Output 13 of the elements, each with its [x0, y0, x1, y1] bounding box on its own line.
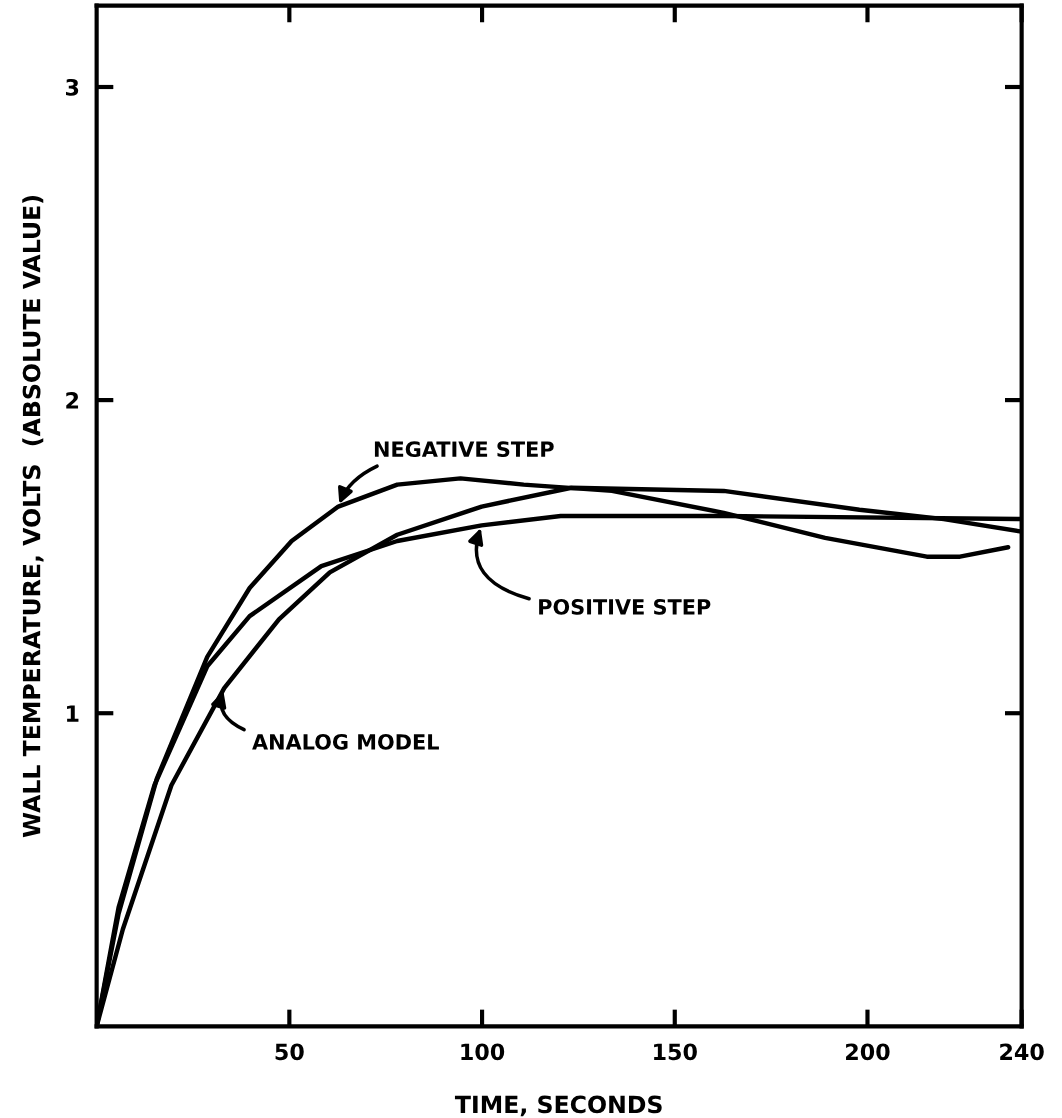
- x-tick-label: 240: [1000, 1043, 1044, 1061]
- x-tick-label: 200: [846, 1043, 890, 1061]
- x-tick-label: 50: [275, 1043, 304, 1061]
- annotation: POSITIVE STEP: [539, 598, 711, 615]
- y-axis-title: WALL TEMPERATURE, VOLTS (ABSOLUTE VALUE): [22, 196, 44, 838]
- x-tick-label: 100: [461, 1043, 505, 1061]
- annotation: NEGATIVE STEP: [374, 441, 554, 458]
- annotation: ANALOG MODEL: [252, 734, 439, 750]
- y-tick-label: 2: [66, 392, 79, 409]
- x-axis-title: TIME, SECONDS: [454, 1095, 662, 1117]
- y-tick-label: 1: [67, 705, 79, 722]
- x-tick-label: 150: [654, 1043, 697, 1061]
- y-tick-label: 3: [66, 78, 79, 96]
